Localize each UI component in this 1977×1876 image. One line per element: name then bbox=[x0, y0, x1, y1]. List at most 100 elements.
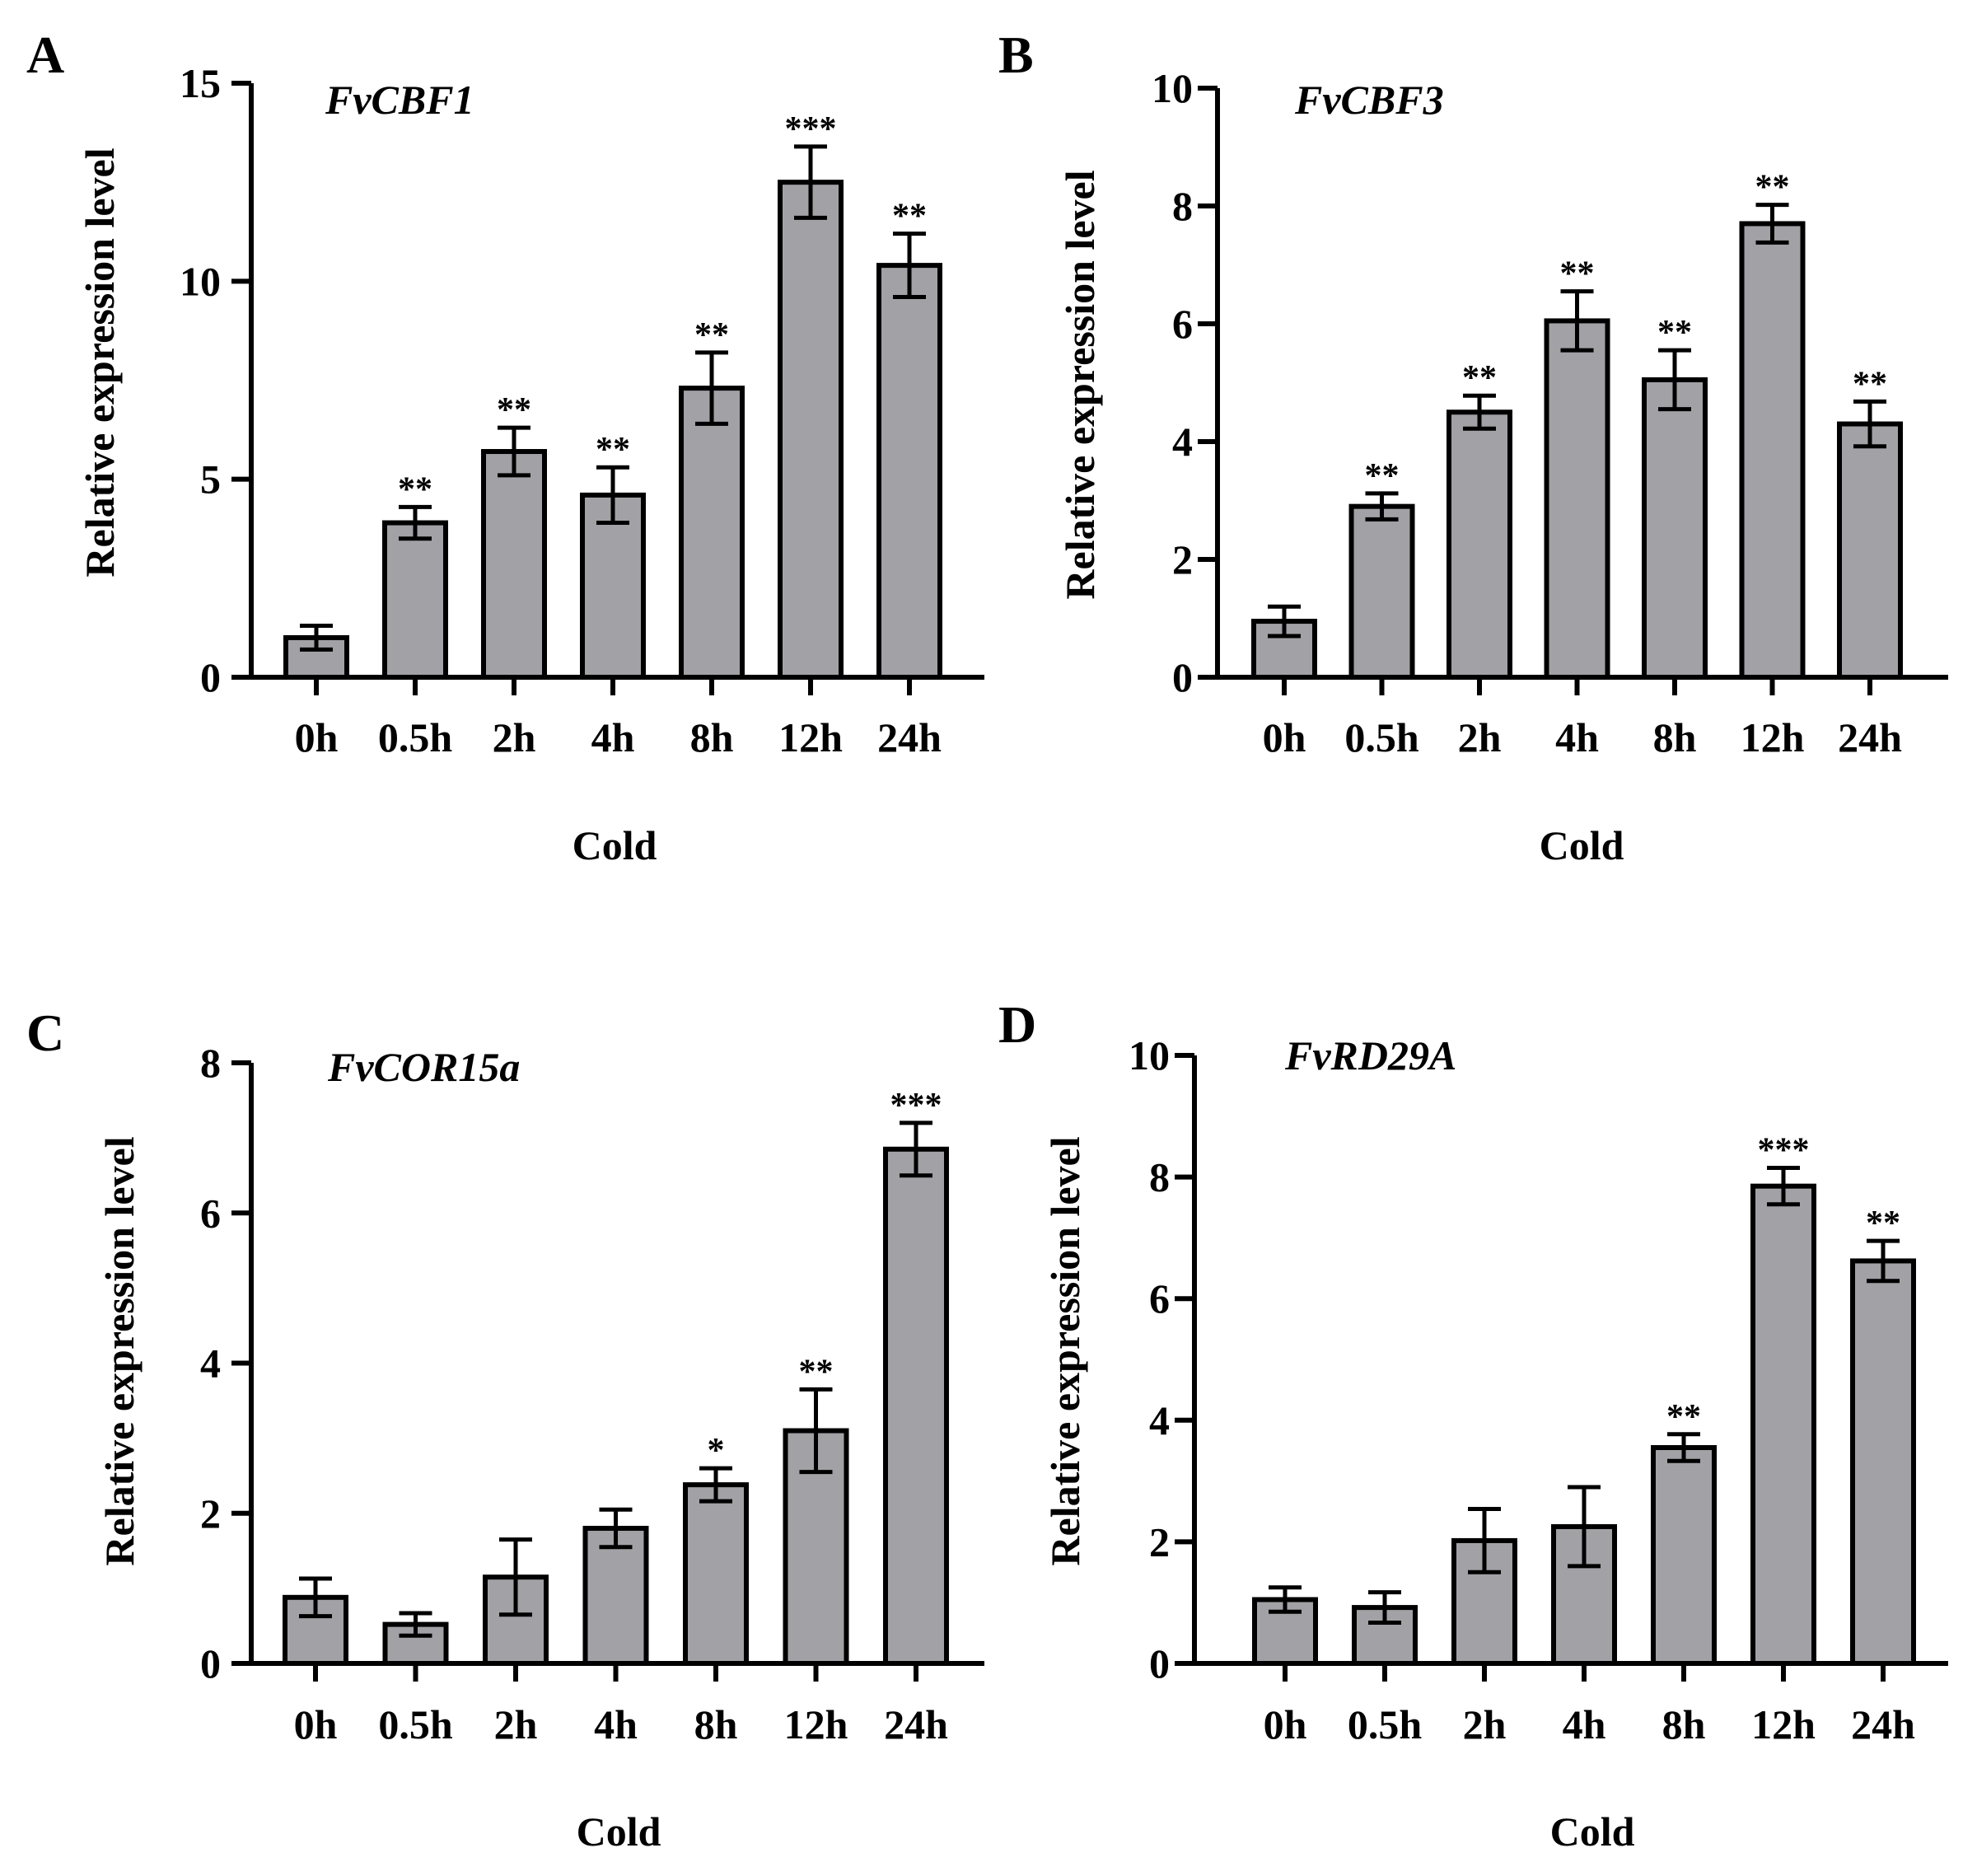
x-tick-label: 2h bbox=[493, 714, 536, 760]
x-tick-label: 2h bbox=[494, 1701, 538, 1747]
x-tick-label: 4h bbox=[594, 1701, 638, 1747]
plot-area: 0 2 4 6 8 10 0h 0.5h 2h 4h ** 8h *** 12h ** 24h bbox=[1129, 1032, 1948, 1747]
panel-letter: A bbox=[26, 26, 64, 84]
significance-label: ** bbox=[1365, 457, 1400, 495]
x-tick-label: 0h bbox=[295, 714, 339, 760]
y-tick-label: 0 bbox=[1149, 1640, 1170, 1687]
x-tick-label: 0h bbox=[1264, 1701, 1307, 1747]
significance-label: *** bbox=[785, 110, 837, 148]
significance-label: *** bbox=[890, 1087, 942, 1125]
plot-area: 0 2 4 6 8 0h 0.5h 2h 4h * 8h ** 12h *** 24h bbox=[200, 1040, 984, 1747]
significance-label: ** bbox=[1755, 169, 1790, 207]
x-tick-label: 12h bbox=[784, 1701, 848, 1747]
bar bbox=[1850, 1258, 1916, 1666]
y-tick-label: 2 bbox=[200, 1490, 221, 1537]
y-tick-label: 8 bbox=[1149, 1154, 1170, 1200]
bar bbox=[1651, 1445, 1717, 1666]
panel-letter: B bbox=[998, 26, 1034, 84]
panel-a: A FvCBF1 Relative expression level Cold … bbox=[26, 26, 984, 868]
bar bbox=[382, 520, 448, 680]
y-axis-label: Relative expression level bbox=[1057, 170, 1103, 599]
panel-title: FvCBF1 bbox=[325, 77, 474, 123]
y-tick-label: 4 bbox=[1149, 1397, 1170, 1443]
y-tick-label: 5 bbox=[200, 456, 221, 503]
y-tick-label: 6 bbox=[1172, 301, 1193, 347]
x-axis-label: Cold bbox=[1540, 822, 1624, 868]
plot-area: 0 2 4 6 8 10 0h ** 0.5h ** 2h ** 4h ** 8h ** 12h ** 24h bbox=[1152, 65, 1948, 760]
y-tick-label: 10 bbox=[1152, 65, 1193, 111]
panel-d: D FvRD29A Relative expression level Cold… bbox=[998, 995, 1948, 1855]
x-axis-label: Cold bbox=[577, 1808, 661, 1855]
panel-title: FvRD29A bbox=[1284, 1032, 1456, 1078]
significance-label: ** bbox=[1462, 359, 1497, 397]
y-tick-label: 0 bbox=[200, 1640, 221, 1687]
x-tick-label: 12h bbox=[778, 714, 843, 760]
panel-c: C FvCOR15a Relative expression level Col… bbox=[26, 1003, 984, 1855]
significance-label: ** bbox=[799, 1353, 834, 1391]
x-tick-label: 2h bbox=[1463, 1701, 1507, 1747]
panel-letter: C bbox=[26, 1003, 64, 1062]
x-tick-label: 8h bbox=[694, 1701, 738, 1747]
bar bbox=[1750, 1183, 1816, 1667]
bar bbox=[1739, 221, 1806, 680]
significance-label: ** bbox=[1666, 1398, 1701, 1436]
y-axis-label: Relative expression level bbox=[96, 1136, 143, 1565]
y-tick-label: 2 bbox=[1172, 536, 1193, 582]
y-tick-label: 8 bbox=[1172, 183, 1193, 229]
x-tick-label: 12h bbox=[1741, 714, 1805, 760]
significance-label: ** bbox=[1853, 365, 1887, 403]
x-tick-label: 4h bbox=[591, 714, 635, 760]
x-tick-label: 2h bbox=[1458, 714, 1502, 760]
significance-label: ** bbox=[398, 470, 432, 508]
bar bbox=[1447, 409, 1512, 680]
bar bbox=[1642, 377, 1708, 680]
x-tick-label: 0.5h bbox=[1344, 714, 1419, 760]
x-axis-label: Cold bbox=[573, 822, 657, 868]
y-tick-label: 4 bbox=[1172, 419, 1193, 465]
x-tick-label: 24h bbox=[877, 714, 942, 760]
significance-label: ** bbox=[694, 316, 729, 354]
x-axis-label: Cold bbox=[1550, 1808, 1635, 1855]
bar bbox=[883, 1146, 949, 1666]
y-axis-label: Relative expression level bbox=[77, 147, 123, 577]
significance-label: ** bbox=[497, 391, 531, 429]
y-tick-label: 0 bbox=[200, 654, 221, 700]
x-tick-label: 0.5h bbox=[1348, 1701, 1423, 1747]
x-tick-label: 12h bbox=[1751, 1701, 1816, 1747]
x-tick-label: 8h bbox=[690, 714, 734, 760]
significance-label: ** bbox=[596, 431, 630, 469]
y-tick-label: 6 bbox=[200, 1190, 221, 1236]
y-tick-label: 8 bbox=[200, 1040, 221, 1086]
significance-label: * bbox=[708, 1432, 725, 1470]
y-tick-label: 4 bbox=[200, 1340, 221, 1387]
bar bbox=[778, 180, 844, 680]
significance-label: ** bbox=[1866, 1205, 1900, 1242]
bar bbox=[683, 1482, 749, 1667]
bar bbox=[481, 449, 547, 681]
x-tick-label: 0.5h bbox=[378, 714, 453, 760]
x-tick-label: 24h bbox=[1838, 714, 1902, 760]
y-axis-label: Relative expression level bbox=[1042, 1136, 1088, 1565]
bar bbox=[679, 386, 745, 680]
panel-title: FvCBF3 bbox=[1294, 77, 1444, 123]
panel-title: FvCOR15a bbox=[327, 1044, 520, 1090]
y-tick-label: 10 bbox=[180, 258, 221, 304]
panel-letter: D bbox=[998, 995, 1036, 1054]
bar bbox=[876, 263, 942, 680]
significance-label: ** bbox=[892, 198, 927, 236]
y-tick-label: 0 bbox=[1172, 654, 1193, 700]
x-tick-label: 8h bbox=[1653, 714, 1697, 760]
y-tick-label: 6 bbox=[1149, 1275, 1170, 1322]
y-tick-label: 15 bbox=[180, 60, 221, 106]
significance-label: ** bbox=[1560, 255, 1595, 293]
y-tick-label: 2 bbox=[1149, 1518, 1170, 1565]
x-tick-label: 24h bbox=[1851, 1701, 1915, 1747]
panel-b: B FvCBF3 Relative expression level Cold … bbox=[998, 26, 1948, 868]
x-tick-label: 0h bbox=[1263, 714, 1306, 760]
x-tick-label: 0.5h bbox=[378, 1701, 453, 1747]
significance-label: *** bbox=[1758, 1132, 1810, 1170]
y-tick-label: 10 bbox=[1129, 1032, 1170, 1078]
plot-area: 0 5 10 15 0h ** 0.5h ** 2h ** 4h ** 8h *** 12h ** 24h bbox=[180, 60, 984, 760]
x-tick-label: 8h bbox=[1662, 1701, 1706, 1747]
